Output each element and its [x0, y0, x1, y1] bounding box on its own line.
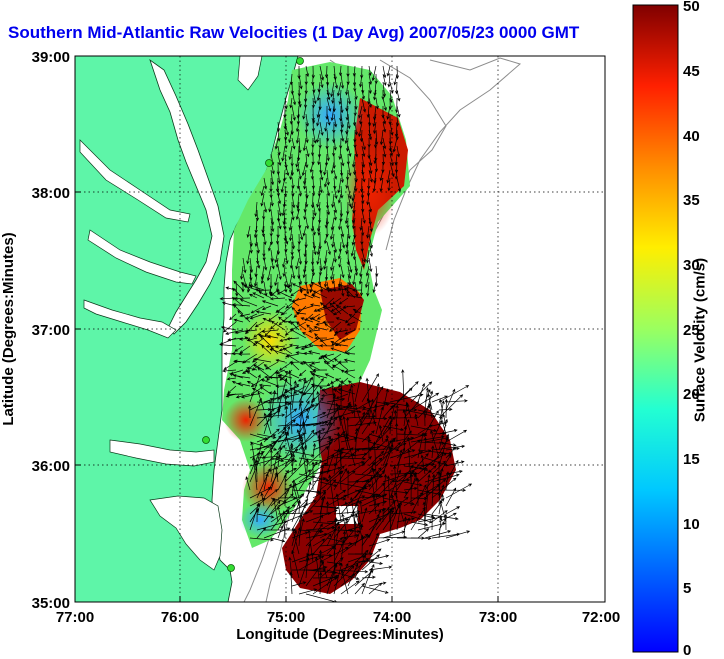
y-tick-label: 38:00	[32, 185, 70, 202]
x-tick-label: 77:00	[56, 609, 94, 626]
radar-stations	[202, 57, 304, 572]
y-tick-label: 37:00	[32, 322, 70, 339]
colorbar-tick-label: 40	[683, 128, 700, 145]
velocity-field-darkred-mid	[320, 284, 364, 340]
estuary-potomac	[79, 139, 191, 223]
map-title: Southern Mid-Atlantic Raw Velocities (1 …	[8, 23, 580, 42]
colorbar-tick-label: 50	[683, 0, 700, 15]
colorbar-tick-label: 35	[683, 192, 700, 209]
pamlico-sound	[149, 495, 223, 571]
colorbar-tick-label: 0	[683, 642, 692, 659]
x-tick-label: 76:00	[161, 609, 199, 626]
radar-station	[227, 564, 235, 572]
colorbar-tick-label: 15	[683, 451, 700, 468]
radar-station	[265, 159, 273, 167]
colorbar-tick-label: 5	[683, 580, 692, 597]
albemarle-sound	[109, 439, 215, 467]
colorbar	[632, 4, 679, 653]
x-tick-label: 75:00	[267, 609, 305, 626]
estuary-rappahannock	[87, 229, 197, 285]
y-tick-label: 35:00	[32, 595, 70, 612]
colorbar-tick-label: 10	[683, 516, 700, 533]
radar-station	[296, 57, 304, 65]
radar-station	[202, 436, 210, 444]
y-tick-label: 36:00	[32, 458, 70, 475]
colorbar-tick-label: 20	[683, 386, 700, 403]
x-tick-label: 74:00	[373, 609, 411, 626]
colorbar-tick-label: 25	[683, 322, 700, 339]
y-tick-label: 39:00	[32, 49, 70, 66]
estuary-james	[83, 299, 177, 339]
colorbar-tick-label: 45	[683, 63, 700, 80]
grid-lines	[75, 56, 605, 602]
colorbar-tick-label: 30	[683, 257, 700, 274]
x-tick-label: 73:00	[479, 609, 517, 626]
x-axis-title: Longitude (Degrees:Minutes)	[236, 626, 444, 643]
delaware-bay	[237, 56, 263, 91]
x-tick-label: 72:00	[582, 609, 620, 626]
y-axis-title: Latitude (Degrees:Minutes)	[0, 232, 17, 425]
axis-ticks	[75, 191, 499, 602]
